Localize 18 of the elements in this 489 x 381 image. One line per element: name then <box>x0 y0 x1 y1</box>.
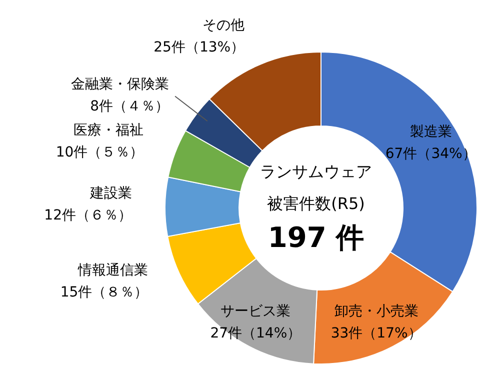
slice-label: 建設業 <box>89 186 132 202</box>
data-label: 67件（34%） <box>385 146 476 162</box>
data-label: 10件（５％） <box>56 144 144 160</box>
data-label: 8件（４％） <box>90 98 170 114</box>
data-label: 15件（８％） <box>60 284 148 300</box>
slice-label: その他 <box>202 17 245 34</box>
slice-label: 情報通信業 <box>77 262 148 278</box>
data-label: 25件（13%） <box>154 39 245 56</box>
slice-label: 卸売・小売業 <box>334 303 418 320</box>
text: 被害件数(R5) <box>267 194 365 213</box>
slice-label: サービス業 <box>220 303 291 320</box>
data-label: 27件（14%） <box>210 325 302 342</box>
slice-label: 医療・福祉 <box>74 122 144 138</box>
text: 197 件 <box>268 221 364 254</box>
data-label: 12件（６％） <box>44 208 132 224</box>
text: ランサムウェア <box>260 162 372 181</box>
slice-label: 製造業 <box>410 124 452 140</box>
slice-label: 金融業・保険業 <box>71 76 170 92</box>
